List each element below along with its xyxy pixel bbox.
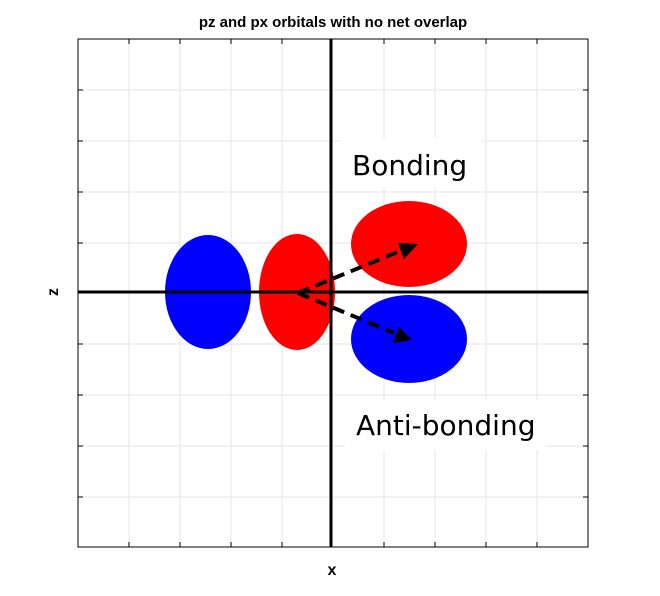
- antibonding-label: Anti-bonding: [356, 409, 535, 442]
- antibonding-label-bg: [345, 400, 545, 450]
- bonding-label-bg: [340, 138, 482, 188]
- bonding-label: Bonding: [352, 149, 467, 182]
- z-axis-label: z: [45, 288, 62, 296]
- bonding-arrow: [297, 243, 418, 295]
- x-axis-label: x: [327, 562, 337, 579]
- antibonding-arrow: [297, 291, 412, 343]
- tick-marks: [78, 39, 588, 547]
- figure-title: pz and px orbitals with no net overlap: [198, 14, 468, 31]
